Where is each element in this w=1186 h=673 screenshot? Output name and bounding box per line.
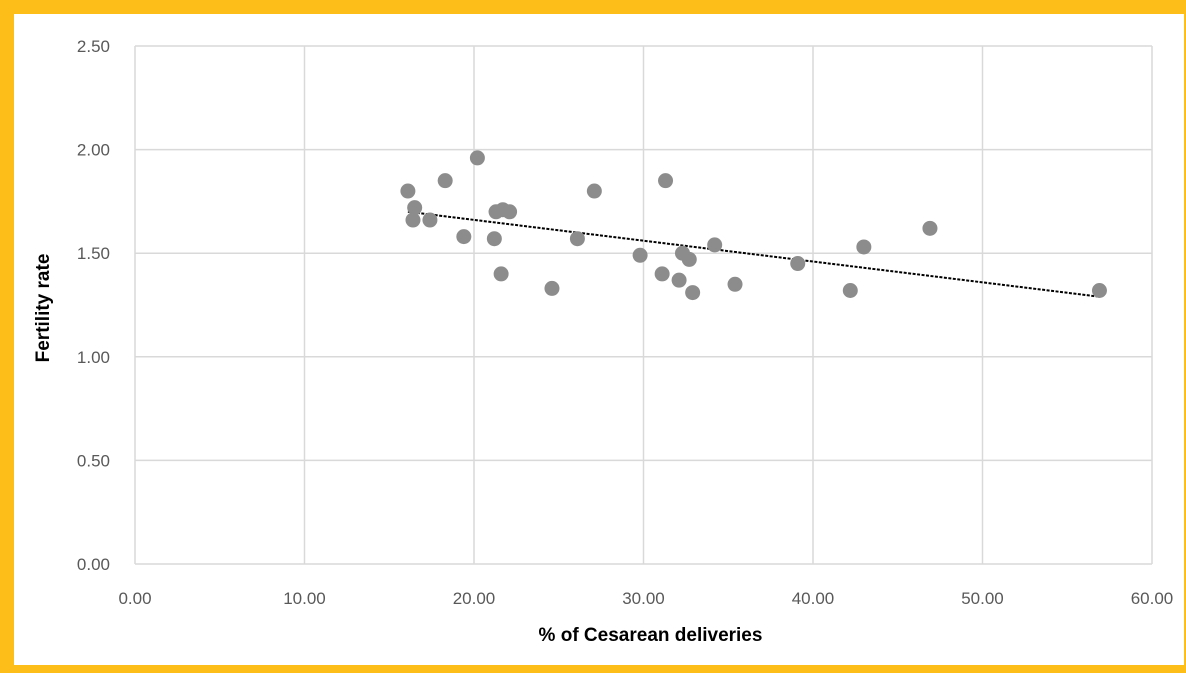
x-tick-label: 20.00	[453, 589, 496, 608]
x-tick-label: 10.00	[283, 589, 326, 608]
data-point	[727, 276, 743, 292]
data-point	[790, 256, 806, 272]
data-point	[569, 231, 585, 247]
y-axis-tick-labels: 0.00 0.50 1.00 1.50 2.00 2.50	[77, 37, 110, 574]
x-tick-label: 0.00	[118, 589, 151, 608]
trendline	[407, 210, 1100, 298]
trendline-group	[407, 210, 1100, 298]
data-point	[707, 237, 723, 253]
data-point	[493, 266, 509, 282]
data-point	[405, 212, 421, 228]
data-point	[502, 204, 518, 220]
data-point	[407, 200, 423, 216]
x-tick-label: 30.00	[622, 589, 665, 608]
y-tick-label: 2.50	[77, 37, 110, 56]
data-point	[632, 247, 648, 263]
data-point	[681, 251, 697, 267]
data-point	[922, 220, 938, 236]
data-point	[544, 280, 560, 296]
data-point	[437, 173, 453, 189]
y-tick-label: 0.50	[77, 451, 110, 470]
data-point	[486, 231, 502, 247]
data-point	[400, 183, 416, 199]
x-tick-label: 50.00	[961, 589, 1004, 608]
x-axis-title: % of Cesarean deliveries	[539, 625, 763, 646]
data-point	[1091, 282, 1107, 298]
data-point	[658, 173, 674, 189]
data-point	[422, 212, 438, 228]
x-tick-label: 40.00	[792, 589, 835, 608]
data-points	[400, 150, 1107, 301]
x-tick-label: 60.00	[1131, 589, 1174, 608]
y-tick-label: 2.00	[77, 141, 110, 160]
y-tick-label: 1.50	[77, 244, 110, 263]
data-point	[654, 266, 670, 282]
data-point	[469, 150, 485, 166]
grid-lines	[134, 45, 1153, 565]
y-axis-title: Fertility rate	[33, 254, 54, 363]
y-tick-label: 0.00	[77, 555, 110, 574]
data-point	[842, 282, 858, 298]
data-point	[586, 183, 602, 199]
data-point	[671, 272, 687, 288]
data-point	[685, 285, 701, 301]
data-point	[456, 229, 472, 245]
data-point	[856, 239, 872, 255]
x-axis-tick-labels: 0.00 10.00 20.00 30.00 40.00 50.00 60.00	[118, 589, 1173, 608]
y-tick-label: 1.00	[77, 348, 110, 367]
